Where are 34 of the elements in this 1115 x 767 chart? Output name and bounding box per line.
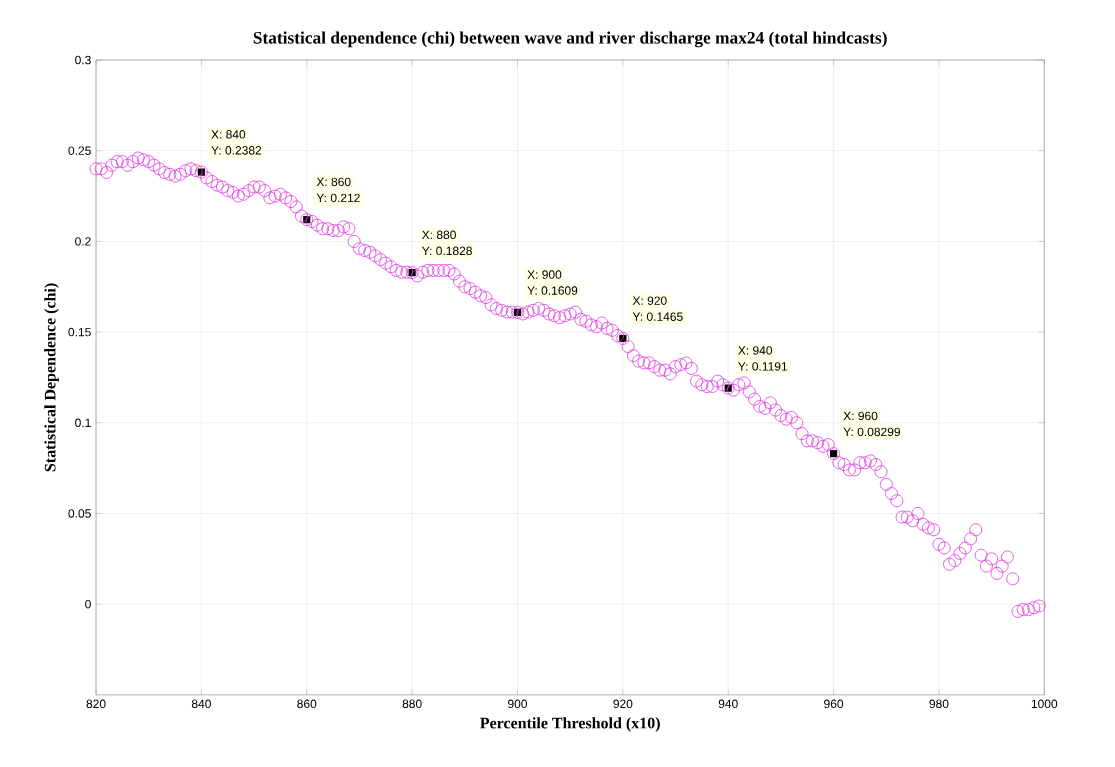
- annotation: Y: 0.1465: [632, 312, 683, 322]
- annotation: X: 840: [211, 130, 246, 139]
- x-axis-title: Percentile Threshold (x10): [480, 717, 660, 732]
- y-tick-label: 0.25: [68, 146, 91, 156]
- x-tick-label: 960: [824, 699, 844, 709]
- annotation: X: 920: [632, 296, 667, 306]
- y-tick-label: 0.1: [75, 418, 91, 428]
- x-tick-label: 920: [613, 699, 633, 709]
- annotation: Y: 0.1828: [422, 246, 472, 256]
- y-tick-label: 0.3: [75, 55, 91, 65]
- annotation: Y: 0.08299: [843, 427, 901, 437]
- annotation: X: 940: [738, 346, 773, 355]
- chart-title: Statistical dependence (chi) between wave and river discharge max24 (total hindcasts): [253, 31, 887, 48]
- x-tick-label: 840: [191, 699, 211, 709]
- y-tick-label: 0.2: [75, 237, 91, 246]
- annotation: X: 900: [527, 270, 562, 279]
- annotation: X: 860: [316, 177, 351, 187]
- annotation: Y: 0.2382: [211, 146, 262, 155]
- x-tick-label: 1000: [1031, 699, 1058, 709]
- annotation: Y: 0.1609: [527, 286, 578, 295]
- y-tick-label: 0.05: [68, 509, 91, 518]
- x-tick-label: 880: [402, 699, 422, 709]
- annotation: Y: 0.1191: [738, 362, 788, 371]
- y-axis-title: Statistical Dependence (chi): [44, 283, 59, 472]
- x-tick-label: 980: [929, 699, 949, 709]
- x-tick-label: 940: [718, 699, 738, 709]
- x-tick-label: 820: [86, 699, 106, 709]
- x-tick-label: 900: [508, 699, 528, 709]
- x-tick-label: 860: [297, 699, 317, 709]
- annotation: X: 960: [843, 411, 878, 421]
- annotation: X: 880: [422, 230, 456, 240]
- y-tick-label: 0: [85, 599, 91, 609]
- y-tick-label: 0.15: [68, 327, 91, 337]
- annotation: Y: 0.212: [316, 193, 360, 203]
